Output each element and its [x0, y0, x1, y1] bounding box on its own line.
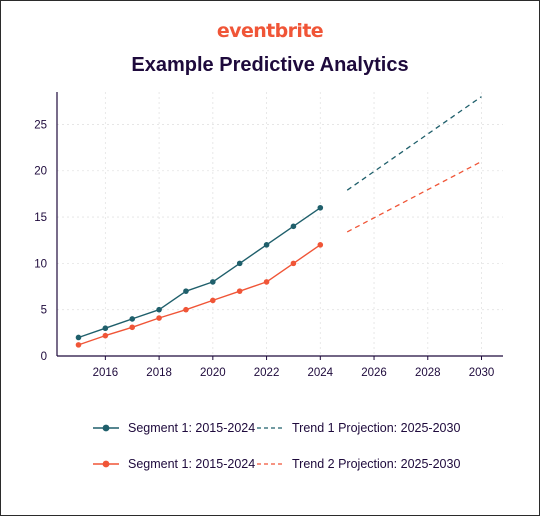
eventbrite-logo: eventbrite: [216, 20, 324, 42]
data-point-1: [102, 325, 109, 332]
x-tick-label: 2026: [361, 367, 387, 379]
x-tick-label: 2020: [200, 367, 226, 379]
data-point-2: [210, 297, 216, 304]
legend-label: Segment 1: 2015-2024: [128, 457, 256, 471]
legend-label: Trend 1 Projection: 2025-2030: [292, 421, 461, 435]
legend-row-1: Segment 1: 2015-2024 Trend 1 Projection:…: [92, 421, 512, 439]
data-point-2: [263, 279, 270, 285]
data-point-1: [129, 316, 136, 322]
y-tick-label: 0: [41, 351, 47, 363]
legend-swatch-teal-line: [93, 424, 119, 432]
y-tick-label: 10: [34, 258, 47, 270]
data-point-2: [236, 288, 243, 294]
y-tick-label: 25: [34, 119, 47, 131]
data-point-2: [183, 306, 189, 313]
legend-row-2: Segment 1: 2015-2024 Trend 2 Projection:…: [92, 457, 512, 475]
legend-swatch-orange-line: [93, 460, 119, 468]
x-tick-label: 2018: [146, 367, 172, 379]
data-point-2: [290, 260, 297, 267]
data-point-1: [317, 204, 324, 211]
data-point-1: [236, 260, 243, 267]
data-point-2: [129, 324, 136, 331]
y-tick-label: 15: [34, 212, 47, 224]
data-point-2: [102, 332, 109, 339]
series-line-3: [346, 96, 482, 191]
data-point-2: [317, 242, 324, 248]
legend-swatch-orange-dashed: [257, 463, 283, 465]
data-point-1: [290, 223, 297, 230]
x-tick-label: 2030: [469, 367, 495, 379]
legend-item-segment-teal[interactable]: Segment 1: 2015-2024: [92, 421, 255, 435]
data-point-1: [263, 242, 270, 248]
data-point-2: [156, 315, 162, 321]
series-line-4: [346, 160, 482, 233]
tick-labels: 0 5 10 15 20 25 2016 2018 2020 2022 2024 2026 2028 20…: [34, 119, 494, 379]
data-point-1: [183, 288, 189, 294]
series-line-1: [78, 207, 321, 339]
series-line-2: [78, 244, 321, 346]
chart-title: Example Predictive Analytics: [131, 54, 409, 76]
data-point-1: [156, 306, 162, 313]
legend-swatch-teal-dashed: [257, 427, 283, 429]
y-tick-label: 5: [41, 305, 47, 317]
x-tick-label: 2016: [93, 367, 119, 379]
legend-item-segment-orange[interactable]: Segment 1: 2015-2024: [92, 457, 255, 471]
legend-item-trend-1[interactable]: Trend 1 Projection: 2025-2030: [256, 421, 460, 435]
legend-item-trend-2[interactable]: Trend 2 Projection: 2025-2030: [256, 457, 460, 471]
x-tick-label: 2022: [254, 367, 280, 379]
data-point-1: [210, 279, 216, 285]
data-point-1: [75, 334, 82, 341]
series-layer: [75, 96, 482, 348]
y-tick-label: 20: [34, 166, 47, 178]
x-tick-label: 2024: [308, 367, 334, 379]
legend-label: Segment 1: 2015-2024: [128, 421, 256, 435]
legend-label: Trend 2 Projection: 2025-2030: [292, 457, 461, 471]
grid-lines: [57, 92, 503, 356]
data-point-2: [75, 342, 82, 348]
x-tick-label: 2028: [415, 367, 441, 379]
